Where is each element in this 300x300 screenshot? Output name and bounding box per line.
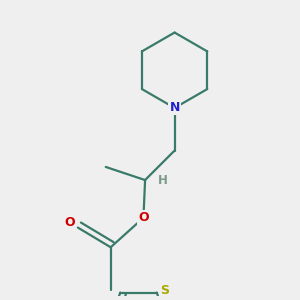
Text: O: O <box>64 216 75 229</box>
Text: O: O <box>138 211 149 224</box>
Text: H: H <box>158 174 168 187</box>
Text: S: S <box>160 284 169 297</box>
Text: N: N <box>169 101 180 114</box>
